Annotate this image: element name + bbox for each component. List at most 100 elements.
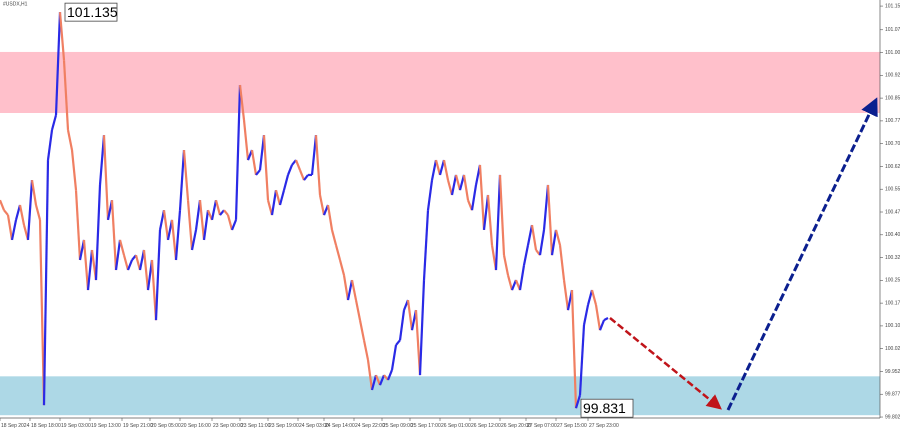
price-segment bbox=[186, 200, 194, 251]
x-tick-label: 18 Sep 2024 bbox=[1, 423, 30, 429]
x-tick-label: 19 Sep 13:00 bbox=[91, 423, 121, 429]
price-segment bbox=[82, 239, 90, 291]
price-segment bbox=[94, 184, 102, 281]
y-tick-label: 100.777 bbox=[885, 118, 900, 124]
price-segment bbox=[422, 210, 430, 281]
y-tick-label: 100.177 bbox=[885, 300, 900, 306]
price-segment bbox=[3, 209, 9, 216]
price-segment bbox=[294, 159, 302, 171]
price-segment bbox=[478, 164, 486, 230]
price-segment bbox=[286, 164, 294, 176]
price-segment bbox=[262, 135, 270, 201]
price-segment bbox=[142, 249, 150, 291]
price-segment bbox=[554, 229, 562, 246]
price-segment bbox=[70, 149, 78, 191]
price-segment bbox=[446, 179, 454, 196]
price-segment bbox=[298, 169, 306, 181]
y-tick-label: 100.852 bbox=[885, 95, 900, 101]
price-segment bbox=[190, 229, 198, 251]
price-segment bbox=[102, 135, 110, 220]
price-segment bbox=[462, 174, 470, 201]
zone bbox=[0, 51, 880, 113]
price-segment bbox=[350, 279, 358, 301]
price-segment bbox=[510, 279, 518, 291]
price-segment bbox=[530, 224, 538, 251]
price-segment bbox=[558, 244, 566, 281]
price-segment bbox=[378, 374, 386, 386]
price-segment bbox=[110, 200, 118, 271]
annotation-label: 99.831 bbox=[583, 400, 626, 416]
price-segment bbox=[178, 149, 186, 211]
price-segment bbox=[134, 254, 142, 271]
price-segment bbox=[342, 275, 350, 301]
price-segment bbox=[62, 60, 70, 131]
price-segment bbox=[150, 259, 158, 321]
price-segment bbox=[502, 254, 510, 276]
price-segment bbox=[366, 359, 374, 391]
price-segment bbox=[594, 304, 602, 331]
price-segment bbox=[66, 129, 74, 151]
price-segment bbox=[326, 204, 334, 231]
price-segment bbox=[482, 194, 490, 231]
price-segment bbox=[198, 200, 206, 241]
price-segment bbox=[395, 339, 401, 346]
x-tick-label: 20 Sep 05:00 bbox=[151, 423, 181, 429]
x-tick-label: 24 Sep 22:00 bbox=[355, 423, 385, 429]
price-segment bbox=[570, 290, 578, 409]
annotation-box bbox=[64, 2, 118, 22]
price-segment bbox=[118, 239, 126, 256]
price-segment bbox=[10, 219, 18, 241]
price-annotation: 99.831 bbox=[580, 398, 634, 418]
price-segment bbox=[86, 249, 94, 291]
price-segment bbox=[50, 114, 58, 131]
price-segment bbox=[434, 159, 442, 176]
price-segment bbox=[506, 274, 514, 291]
price-segment bbox=[418, 279, 426, 376]
price-segment bbox=[546, 184, 554, 256]
price-segment bbox=[354, 299, 362, 321]
price-segment bbox=[358, 319, 366, 341]
price-segment bbox=[226, 214, 234, 231]
y-tick-label: 100.252 bbox=[885, 278, 900, 284]
annotation-label: 101.135 bbox=[67, 4, 118, 20]
x-tick-label: 27 Sep 15:00 bbox=[557, 423, 587, 429]
price-segment bbox=[282, 174, 290, 191]
y-tick-label: 100.552 bbox=[885, 187, 900, 193]
y-tick-label: 100.702 bbox=[885, 141, 900, 147]
price-segment bbox=[470, 184, 478, 211]
x-tick-label: 26 Sep 20:00 bbox=[501, 423, 531, 429]
price-segment bbox=[346, 279, 354, 301]
price-segment bbox=[390, 344, 398, 371]
price-segment bbox=[314, 135, 322, 196]
x-tick-label: 26 Sep 01:00 bbox=[441, 423, 471, 429]
x-tick-label: 25 Sep 17:00 bbox=[411, 423, 441, 429]
price-segment bbox=[114, 239, 122, 271]
price-segment bbox=[442, 159, 450, 181]
price-segment bbox=[182, 149, 190, 201]
price-segment bbox=[162, 210, 170, 241]
price-segment bbox=[18, 204, 26, 226]
x-tick-label: 19 Sep 21:00 bbox=[123, 423, 153, 429]
price-segment bbox=[74, 190, 82, 261]
price-segment bbox=[223, 209, 229, 216]
y-tick-label: 101.002 bbox=[885, 50, 900, 56]
price-segment bbox=[270, 189, 278, 216]
x-tick-label: 24 Sep 03:00 bbox=[299, 423, 329, 429]
zone bbox=[0, 376, 880, 416]
y-tick-label: 101.155 bbox=[885, 3, 900, 9]
price-segment bbox=[230, 219, 238, 231]
price-segment bbox=[550, 229, 558, 256]
price-segment bbox=[603, 317, 609, 322]
y-tick-label: 101.077 bbox=[885, 27, 900, 33]
price-segment bbox=[494, 174, 502, 271]
price-segment bbox=[238, 84, 246, 121]
price-segment bbox=[598, 319, 606, 331]
price-segment bbox=[338, 259, 346, 276]
price-segment bbox=[210, 199, 218, 221]
price-segment bbox=[374, 374, 382, 386]
price-segment bbox=[255, 169, 261, 176]
x-tick-label: 24 Sep 14:00 bbox=[325, 423, 355, 429]
x-tick-label: 27 Sep 07:00 bbox=[527, 423, 557, 429]
price-segment bbox=[578, 324, 586, 396]
